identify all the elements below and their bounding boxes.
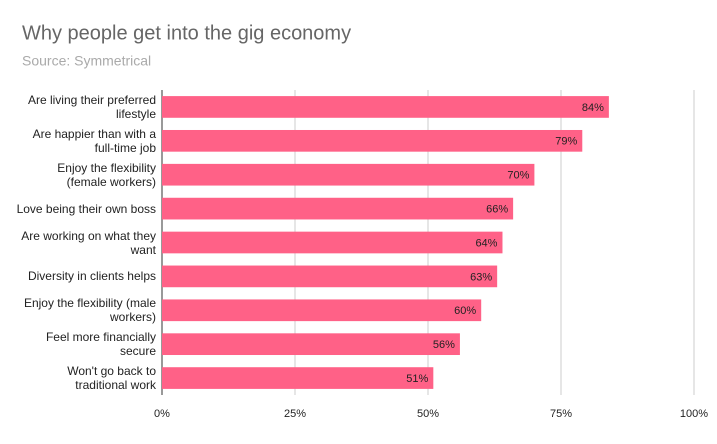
data-label: 60% [454,305,476,317]
y-tick-label: Enjoy the flexibility (female workers) [57,160,156,189]
bar [162,265,498,288]
y-tick-label: Diversity in clients helps [27,269,156,284]
data-label: 84% [582,102,604,114]
y-tick-label: Are living their preferred lifestyle [27,92,156,121]
y-tick-label: Love being their own boss [16,201,156,216]
bar [162,367,434,389]
chart-subtitle: Source: Symmetrical [22,53,151,69]
y-tick-label: Enjoy the flexibility (male workers) [23,296,156,325]
bar [162,129,583,152]
x-tick-label: 50% [417,408,439,420]
data-label: 56% [433,339,455,351]
x-tick-label: 100% [680,408,708,420]
y-tick-label: Won't go back to traditional work [67,364,156,393]
bar [162,299,482,322]
bar [162,197,514,220]
x-tick-label: 0% [154,408,170,420]
bar [162,333,460,356]
bar [162,231,503,254]
data-label: 66% [486,204,508,216]
bar [162,163,535,186]
y-tick-label: Are happier than with a full-time job [32,126,156,155]
data-label: 63% [470,271,492,283]
x-tick-label: 25% [284,408,306,420]
y-tick-label: Are working on what they want [21,228,156,257]
x-tick-label: 75% [550,408,572,420]
y-tick-label: Feel more financially secure [45,330,156,359]
bar [162,96,609,118]
data-label: 64% [475,237,497,249]
data-label: 51% [406,373,428,385]
data-label: 70% [507,170,529,182]
chart-title: Why people get into the gig economy [22,22,351,44]
data-label: 79% [555,136,577,148]
